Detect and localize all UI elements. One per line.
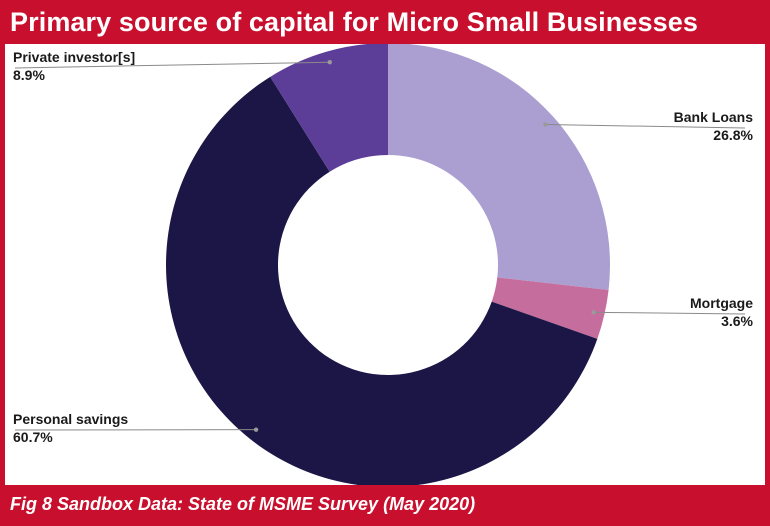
- slice-label-mortgage: Mortgage 3.6%: [690, 294, 753, 330]
- leader-line-private-investors: [14, 61, 330, 69]
- leader-dot-private-investors: [327, 59, 332, 65]
- donut-chart: [14, 44, 746, 485]
- leader-dot-bank-loans: [543, 122, 548, 127]
- chart-panel: Private investor[s] 8.9% Bank Loans 26.8…: [5, 44, 765, 485]
- donut-slice-private-investors: [270, 44, 388, 172]
- leader-line-mortgage: [593, 311, 746, 315]
- donut-slice-personal-savings: [166, 76, 598, 485]
- slice-label-value: 26.8%: [713, 127, 753, 143]
- figure-caption: Fig 8 Sandbox Data: State of MSME Survey…: [10, 494, 476, 514]
- slice-label-name: Personal savings: [13, 411, 129, 427]
- chart-title: Primary source of capital for Micro Smal…: [10, 7, 698, 37]
- leader-dot-personal-savings: [253, 427, 259, 432]
- slice-label-value: 60.7%: [13, 429, 53, 445]
- slice-label-name: Mortgage: [690, 295, 753, 311]
- leader-dot-mortgage: [591, 310, 596, 315]
- slice-label-private-investors: Private investor[s] 8.9%: [13, 48, 135, 84]
- slice-label-name: Private investor[s]: [13, 49, 136, 65]
- leader-line-bank-loans: [545, 123, 746, 129]
- slice-label-bank-loans: Bank Loans 26.8%: [674, 108, 753, 144]
- donut-slice-bank-loans: [388, 44, 610, 291]
- slice-label-name: Bank Loans: [673, 109, 753, 125]
- slice-label-value: 8.9%: [13, 67, 45, 83]
- donut-slice-mortgage: [491, 277, 609, 339]
- slice-label-value: 3.6%: [721, 313, 753, 329]
- slice-label-personal-savings: Personal savings 60.7%: [13, 410, 128, 446]
